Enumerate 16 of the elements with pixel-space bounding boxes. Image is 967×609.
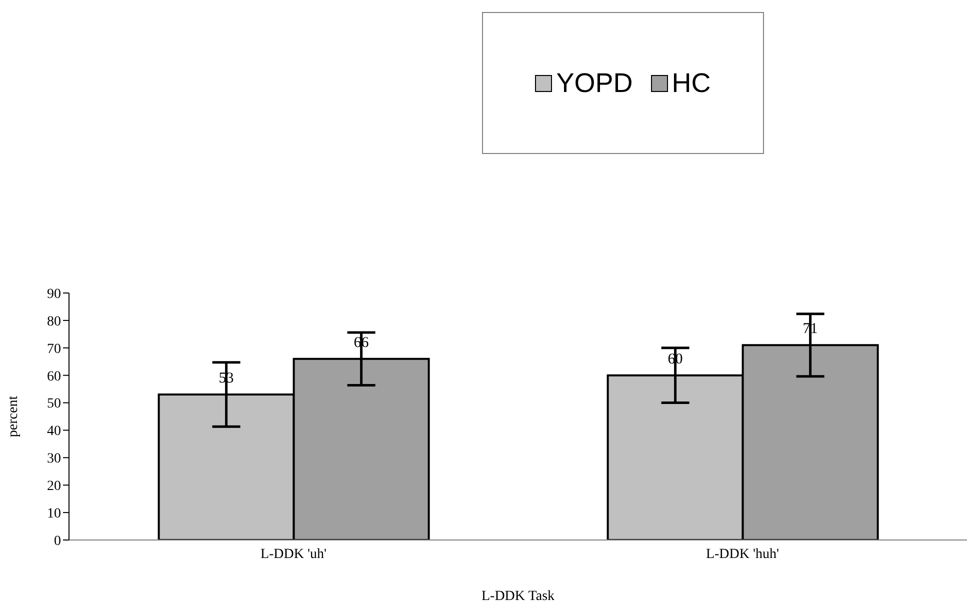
legend-label: HC	[672, 68, 711, 98]
y-tick-label: 30	[47, 452, 61, 467]
y-tick-label: 90	[47, 286, 61, 302]
legend-label: YOPD	[556, 68, 633, 98]
y-tick-label: 50	[47, 396, 61, 412]
y-axis-title: percent	[6, 396, 21, 438]
y-tick-label: 80	[47, 314, 61, 330]
y-tick-label: 70	[47, 342, 61, 357]
x-tick-label: L-DDK 'huh'	[706, 546, 780, 562]
x-tick-label: L-DDK 'uh'	[260, 546, 327, 562]
y-tick-label: 40	[47, 424, 61, 440]
y-tick-label: 60	[47, 369, 61, 384]
x-axis-title: L-DDK Task	[481, 589, 555, 604]
y-tick-label: 20	[47, 479, 61, 494]
y-tick-label: 10	[47, 506, 61, 522]
y-tick-label: 0	[54, 534, 61, 549]
